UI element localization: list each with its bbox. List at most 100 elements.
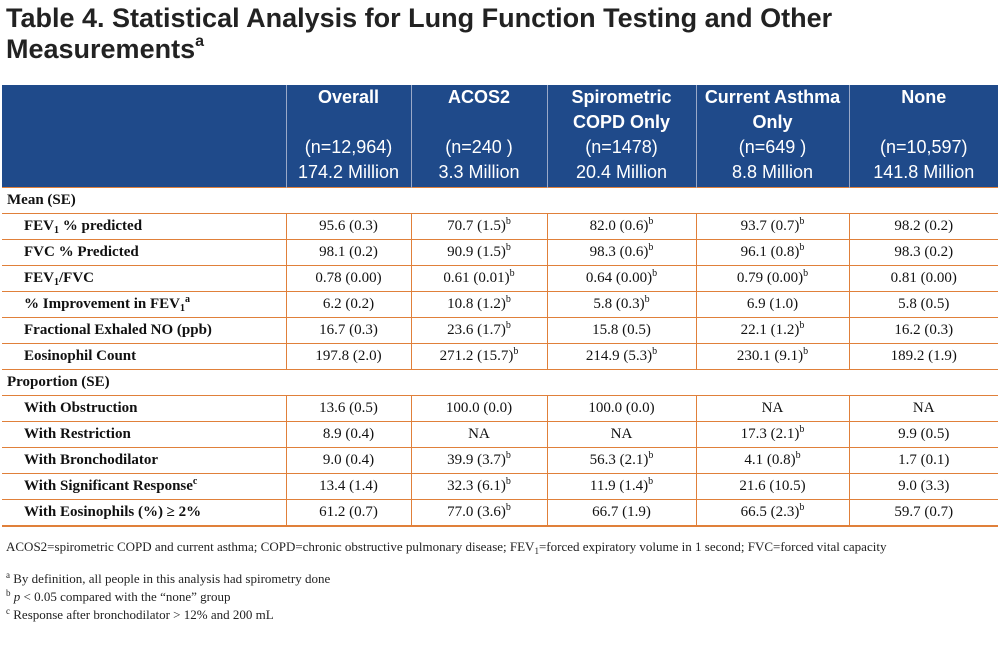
footnote-mark: b bbox=[6, 588, 11, 598]
note-text: ACOS2=spirometric COPD and current asthm… bbox=[6, 539, 535, 554]
row-label: With Eosinophils (%) ≥ 2% bbox=[2, 499, 286, 527]
cell-value: 6.2 (0.2) bbox=[322, 296, 375, 312]
table-cell: 82.0 (0.6)b bbox=[546, 213, 696, 240]
cell-value: 77.0 (3.6) bbox=[447, 504, 506, 520]
cell-footnote-mark: b bbox=[799, 502, 805, 513]
footnote-b: b p < 0.05 compared with the “none” grou… bbox=[6, 588, 994, 606]
cell-value: 100.0 (0.0) bbox=[445, 400, 513, 416]
table-cell: 10.8 (1.2)b bbox=[410, 291, 547, 318]
cell-value: 32.3 (6.1) bbox=[447, 478, 506, 494]
header-row: Overall (n=12,964) 174.2 Million ACOS2 (… bbox=[2, 85, 998, 188]
table-cell: 11.9 (1.4)b bbox=[546, 473, 696, 500]
cell-value: 61.2 (0.7) bbox=[319, 504, 378, 520]
header-spirometric-copd: Spirometric COPD Only (n=1478) 20.4 Mill… bbox=[546, 85, 696, 188]
cell-value: 11.9 (1.4) bbox=[589, 478, 649, 494]
cell-value: NA bbox=[468, 426, 490, 442]
cell-footnote-mark: b bbox=[803, 346, 809, 357]
table-row: With Restriction 8.9 (0.4) NA NA 17.3 (2… bbox=[2, 421, 998, 448]
table-cell: 17.3 (2.1)b bbox=[695, 421, 849, 448]
cell-footnote-mark: b bbox=[513, 346, 519, 357]
table-cell: NA bbox=[410, 421, 547, 448]
cell-value: 95.6 (0.3) bbox=[319, 218, 378, 234]
table-cell: NA bbox=[848, 395, 998, 422]
cell-value: 98.2 (0.2) bbox=[894, 218, 954, 234]
footnote-a: a By definition, all people in this anal… bbox=[6, 570, 994, 588]
table-cell: 21.6 (10.5) bbox=[695, 473, 849, 500]
cell-footnote-mark: b bbox=[505, 294, 511, 305]
cell-value: 0.61 (0.01) bbox=[443, 270, 510, 286]
table-notes: ACOS2=spirometric COPD and current asthm… bbox=[6, 538, 994, 624]
table-cell: 8.9 (0.4) bbox=[285, 421, 411, 448]
cell-value: 39.9 (3.7) bbox=[447, 452, 506, 468]
table-cell: 6.9 (1.0) bbox=[695, 291, 849, 318]
header-population: 141.8 Million bbox=[873, 162, 975, 182]
cell-value: 90.9 (1.5) bbox=[447, 244, 506, 260]
table-cell: 0.64 (0.00)b bbox=[546, 265, 696, 292]
table-cell: 189.2 (1.9) bbox=[848, 343, 998, 370]
header-sample-size: (n=12,964) bbox=[304, 137, 393, 157]
header-name: None bbox=[901, 87, 947, 107]
table-cell: 1.7 (0.1) bbox=[848, 447, 998, 474]
table-cell: 0.61 (0.01)b bbox=[410, 265, 547, 292]
cell-value: 6.9 (1.0) bbox=[746, 296, 799, 312]
footnote-mark: c bbox=[6, 606, 10, 616]
cell-value: 0.81 (0.00) bbox=[890, 270, 957, 286]
statistics-table: Overall (n=12,964) 174.2 Million ACOS2 (… bbox=[2, 85, 998, 527]
header-name: Current Asthma Only bbox=[704, 87, 841, 132]
cell-value: 66.7 (1.9) bbox=[592, 504, 651, 520]
cell-value: 59.7 (0.7) bbox=[894, 504, 954, 520]
header-name: Overall bbox=[317, 87, 380, 107]
table-cell: 15.8 (0.5) bbox=[546, 317, 696, 344]
table-cell: 230.1 (9.1)b bbox=[695, 343, 849, 370]
cell-value: 9.0 (0.4) bbox=[322, 452, 375, 468]
row-label-subscript: 1 bbox=[54, 277, 59, 288]
table-cell: 13.6 (0.5) bbox=[285, 395, 411, 422]
cell-value: 230.1 (9.1) bbox=[736, 348, 804, 364]
row-label-text: With Significant Response bbox=[24, 478, 193, 494]
header-blank bbox=[2, 85, 286, 188]
cell-value: 100.0 (0.0) bbox=[588, 400, 655, 416]
row-label-subscript: 1 bbox=[179, 303, 185, 314]
cell-footnote-mark: b bbox=[505, 216, 511, 227]
table-row: With Eosinophils (%) ≥ 2% 61.2 (0.7) 77.… bbox=[2, 499, 998, 527]
table-cell: 61.2 (0.7) bbox=[285, 499, 411, 527]
table-cell: 93.7 (0.7)b bbox=[695, 213, 849, 240]
table-cell: 5.8 (0.5) bbox=[848, 291, 998, 318]
section-row-proportion: Proportion (SE) bbox=[2, 369, 998, 396]
cell-footnote-mark: b bbox=[505, 502, 511, 513]
table-cell: 22.1 (1.2)b bbox=[695, 317, 849, 344]
cell-footnote-mark: b bbox=[799, 242, 805, 253]
table-cell: 0.78 (0.00) bbox=[285, 265, 411, 292]
cell-value: 0.78 (0.00) bbox=[315, 270, 382, 286]
cell-value: 66.5 (2.3) bbox=[740, 504, 800, 520]
cell-value: 9.0 (3.3) bbox=[898, 478, 950, 494]
table-cell: 98.2 (0.2) bbox=[848, 213, 998, 240]
row-label-text: FEV bbox=[24, 218, 54, 234]
table-row: FVC % Predicted 98.1 (0.2) 90.9 (1.5)b 9… bbox=[2, 239, 998, 266]
header-sample-size: (n=1478) bbox=[585, 137, 658, 157]
table-cell: 66.7 (1.9) bbox=[546, 499, 696, 527]
table-cell: 9.0 (3.3) bbox=[848, 473, 998, 500]
cell-value: 98.1 (0.2) bbox=[319, 244, 378, 260]
cell-value: 197.8 (2.0) bbox=[315, 348, 382, 364]
row-label-text: /FVC bbox=[59, 270, 94, 286]
table-cell: 66.5 (2.3)b bbox=[695, 499, 849, 527]
table-row: FEV1 % predicted 95.6 (0.3) 70.7 (1.5)b … bbox=[2, 213, 998, 240]
note-subscript: 1 bbox=[534, 546, 539, 556]
table-cell: 13.4 (1.4) bbox=[285, 473, 411, 500]
section-row-mean: Mean (SE) bbox=[2, 187, 998, 214]
cell-value: 10.8 (1.2) bbox=[447, 296, 506, 312]
row-label: FEV1 % predicted bbox=[2, 213, 286, 240]
row-label: With Restriction bbox=[2, 421, 286, 448]
table-cell: 77.0 (3.6)b bbox=[410, 499, 547, 527]
cell-value: NA bbox=[610, 426, 633, 442]
footnote-mark: a bbox=[6, 570, 10, 580]
cell-value: 93.7 (0.7) bbox=[740, 218, 800, 234]
cell-footnote-mark: b bbox=[799, 216, 805, 227]
table-row: % Improvement in FEV1a 6.2 (0.2) 10.8 (1… bbox=[2, 291, 998, 318]
cell-value: 13.4 (1.4) bbox=[319, 478, 378, 494]
cell-value: 15.8 (0.5) bbox=[592, 322, 651, 338]
abbreviations-note: ACOS2=spirometric COPD and current asthm… bbox=[6, 538, 994, 556]
table-cell: 0.79 (0.00)b bbox=[695, 265, 849, 292]
table-cell: 9.9 (0.5) bbox=[848, 421, 998, 448]
